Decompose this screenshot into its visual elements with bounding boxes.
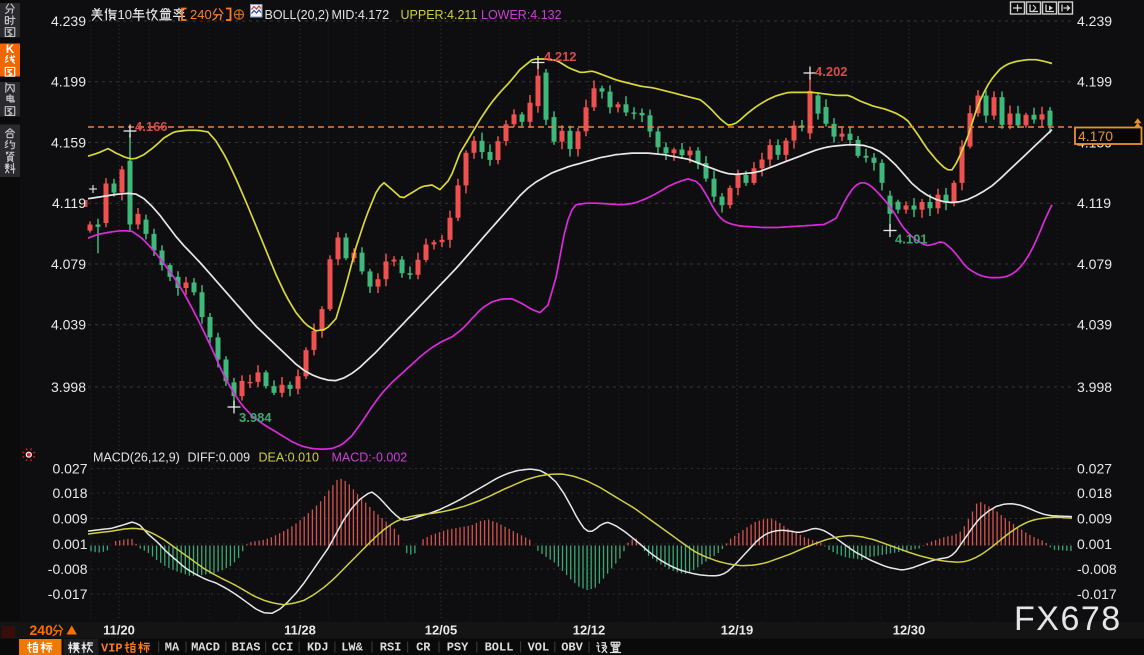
svg-text:BIAS: BIAS [232, 641, 261, 655]
svg-text:4.199: 4.199 [1077, 74, 1112, 90]
svg-text:4.079: 4.079 [1077, 256, 1112, 272]
svg-text:-0.017: -0.017 [48, 586, 88, 602]
svg-text:4.239: 4.239 [1077, 13, 1112, 29]
svg-text:LOWER:4.132: LOWER:4.132 [481, 8, 562, 22]
svg-text:3.998: 3.998 [51, 379, 86, 395]
svg-text:MACD(26,12,9): MACD(26,12,9) [93, 451, 180, 465]
svg-text:LW&: LW& [341, 641, 363, 655]
svg-text:4.166: 4.166 [135, 119, 168, 134]
svg-text:10: 10 [118, 7, 132, 22]
svg-text:12/05: 12/05 [425, 623, 458, 638]
svg-text:12/19: 12/19 [721, 623, 754, 638]
svg-text:4.101: 4.101 [895, 232, 928, 247]
svg-text:OBV: OBV [561, 641, 583, 655]
svg-text:4.079: 4.079 [51, 256, 86, 272]
svg-text:0.018: 0.018 [52, 485, 87, 501]
svg-text:0.027: 0.027 [52, 461, 87, 477]
svg-text:4.039: 4.039 [51, 317, 86, 333]
svg-text:VOL: VOL [528, 641, 550, 655]
svg-text:0.001: 0.001 [52, 536, 87, 552]
svg-text:CCI: CCI [272, 641, 294, 655]
svg-text:MACD: MACD [191, 641, 220, 655]
svg-text:12/12: 12/12 [573, 623, 606, 638]
svg-text:DIFF:0.009: DIFF:0.009 [188, 451, 251, 465]
svg-text:0.009: 0.009 [52, 511, 87, 527]
svg-text:VIP: VIP [101, 642, 123, 655]
svg-text:FX678: FX678 [1014, 600, 1122, 638]
svg-text:KDJ: KDJ [307, 641, 329, 655]
svg-text:11/20: 11/20 [103, 623, 135, 638]
svg-text:4.039: 4.039 [1077, 317, 1112, 333]
svg-text:PSY: PSY [447, 641, 469, 655]
svg-text:0.009: 0.009 [1077, 511, 1112, 527]
svg-text:3.998: 3.998 [1077, 379, 1112, 395]
svg-text:4.239: 4.239 [51, 13, 86, 29]
svg-text:12/30: 12/30 [893, 623, 926, 638]
svg-text:CR: CR [416, 641, 431, 655]
svg-text:UPPER:4.211: UPPER:4.211 [401, 8, 478, 22]
svg-text:240: 240 [30, 622, 54, 638]
svg-text:4.170: 4.170 [1078, 128, 1113, 144]
svg-text:DEA:0.010: DEA:0.010 [259, 451, 320, 465]
svg-text:MACD:-0.002: MACD:-0.002 [332, 451, 408, 465]
svg-text:3.984: 3.984 [239, 410, 272, 425]
svg-text:-0.008: -0.008 [1077, 561, 1117, 577]
svg-text:0.001: 0.001 [1077, 536, 1112, 552]
svg-text:4.119: 4.119 [52, 195, 86, 211]
svg-text:240: 240 [190, 7, 212, 22]
svg-text:0.018: 0.018 [1077, 485, 1112, 501]
svg-text:4.212: 4.212 [544, 49, 577, 64]
svg-text:4.119: 4.119 [1077, 195, 1111, 211]
svg-text:4.202: 4.202 [815, 64, 848, 79]
svg-text:RSI: RSI [380, 641, 402, 655]
svg-text:K: K [6, 44, 15, 56]
svg-text:0.027: 0.027 [1077, 461, 1112, 477]
svg-text:MA: MA [165, 641, 180, 655]
svg-text:-0.008: -0.008 [48, 561, 88, 577]
svg-text:-0.017: -0.017 [1077, 586, 1117, 602]
svg-text:BOLL: BOLL [485, 641, 514, 655]
svg-text:4.159: 4.159 [51, 135, 86, 151]
svg-text:MID:4.172: MID:4.172 [332, 8, 390, 22]
svg-text:11/28: 11/28 [284, 623, 316, 638]
svg-text:BOLL(20,2): BOLL(20,2) [265, 8, 330, 22]
svg-text:4.199: 4.199 [51, 74, 86, 90]
